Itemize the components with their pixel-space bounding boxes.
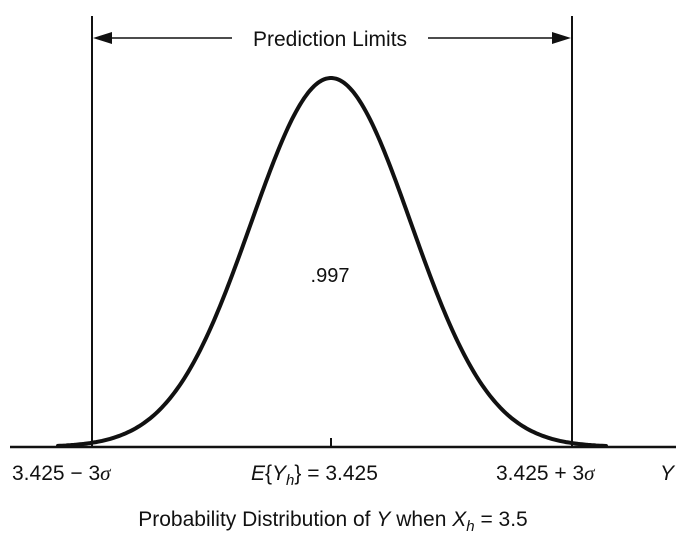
- normal-density-curve: [56, 76, 608, 448]
- upper-limit-sigma: σ: [584, 461, 596, 485]
- prediction-limits-label: Prediction Limits: [253, 28, 407, 51]
- caption-subscript: h: [466, 518, 474, 534]
- lower-limit-label: 3.425 − 3σ: [12, 461, 112, 485]
- expected-value-e: E: [251, 462, 266, 485]
- central-probability-label: .997: [311, 265, 350, 287]
- caption-var-x: X: [451, 508, 467, 531]
- upper-limit-label-number: 3.425 + 3: [496, 462, 584, 485]
- expected-value-tail: } = 3.425: [294, 462, 378, 485]
- caption-var-y: Y: [376, 508, 392, 531]
- axis-variable-label: Y: [660, 462, 676, 485]
- upper-limit-label: 3.425 + 3σ: [496, 461, 596, 485]
- lower-limit-label-number: 3.425 − 3: [12, 462, 100, 485]
- figure-caption: Probability Distribution of Y when Xh = …: [138, 508, 528, 534]
- caption-suffix: = 3.5: [475, 508, 528, 531]
- prediction-arrowhead-left: [93, 32, 112, 44]
- expected-value-open-brace: {: [265, 462, 272, 485]
- expected-value-y: Y: [272, 462, 288, 485]
- expected-value-subscript: h: [286, 472, 294, 489]
- caption-mid: when: [390, 508, 452, 531]
- lower-limit-sigma: σ: [100, 461, 112, 485]
- expected-value-label: E{Yh} = 3.425: [251, 462, 378, 489]
- caption-prefix: Probability Distribution of: [138, 508, 376, 531]
- prediction-arrowhead-right: [552, 32, 571, 44]
